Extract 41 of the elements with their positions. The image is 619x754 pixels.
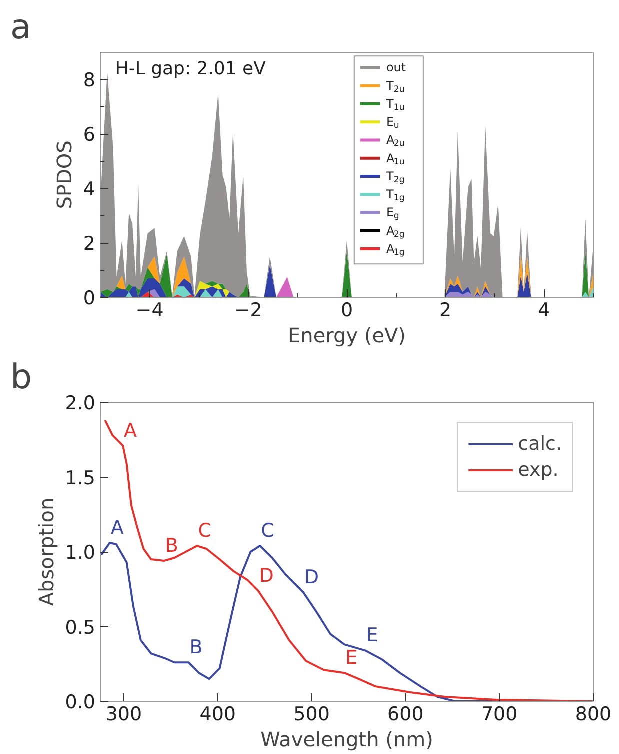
- x-tick-label: 700: [481, 704, 518, 726]
- annotation: C: [198, 520, 212, 542]
- y-tick-label: 0.0: [65, 692, 96, 714]
- x-tick-label: 600: [388, 704, 424, 726]
- annotation: E: [366, 624, 378, 647]
- x-tick-label: 400: [200, 704, 236, 726]
- x-axis-title: Energy (eV): [288, 324, 406, 348]
- annotation: A: [110, 517, 124, 540]
- y-tick-label: 2: [83, 233, 96, 256]
- x-tick-label: 4: [538, 300, 550, 322]
- annotation: B: [190, 636, 203, 659]
- y-axis-title: Absorption: [34, 498, 58, 606]
- x-tick-label: 2: [440, 300, 452, 322]
- x-tick-label: 300: [106, 704, 142, 726]
- y-axis-title: SPDOS: [52, 140, 76, 210]
- legend-label: out: [386, 60, 406, 75]
- y-tick-label: 0.5: [65, 616, 96, 639]
- annotation: B: [165, 534, 178, 557]
- annotation: C: [261, 520, 274, 542]
- legend-label: calc.: [518, 433, 562, 455]
- annotation: D: [259, 564, 274, 587]
- annotation: A: [124, 420, 138, 442]
- x-tick-label: −4: [136, 300, 164, 322]
- line-series: [104, 419, 594, 702]
- y-tick-label: 6: [83, 124, 96, 146]
- annotation: E: [346, 647, 358, 670]
- legend-label: exp.: [518, 459, 559, 481]
- x-tick-label: −2: [234, 300, 262, 322]
- annotation: H-L gap: 2.01 eV: [115, 58, 267, 80]
- annotation: D: [304, 566, 319, 588]
- y-tick-label: 1.0: [65, 542, 96, 564]
- x-axis-title: Wavelength (nm): [260, 728, 434, 752]
- y-tick-label: 1.5: [65, 467, 96, 490]
- x-tick-label: 800: [575, 704, 612, 726]
- chart-title: a: [10, 8, 32, 48]
- x-tick-label: 0: [340, 300, 354, 322]
- chart-title: b: [10, 358, 32, 398]
- y-tick-label: 8: [83, 70, 96, 92]
- y-tick-label: 4: [83, 178, 96, 201]
- y-tick-label: 2.0: [65, 392, 96, 414]
- x-tick-label: 500: [294, 704, 330, 726]
